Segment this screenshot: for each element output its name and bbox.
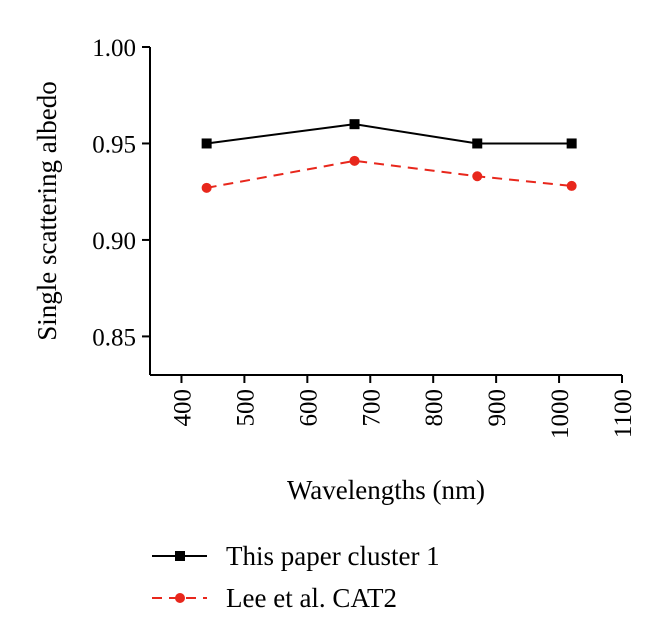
legend-label-cluster1: This paper cluster 1 bbox=[226, 541, 440, 571]
plot-series bbox=[201, 119, 577, 193]
legend-item-cat2: Lee et al. CAT2 bbox=[152, 583, 397, 613]
y-axis-title: Single scattering albedo bbox=[32, 81, 62, 340]
legend-swatch-cluster1-marker bbox=[175, 551, 185, 561]
legend-swatch-cat2-marker bbox=[175, 593, 185, 603]
x-tick-label: 600 bbox=[295, 389, 322, 427]
x-tick-label: 400 bbox=[169, 389, 196, 427]
series-0-point bbox=[566, 138, 577, 149]
y-tick-label: 0.85 bbox=[92, 324, 136, 351]
x-tick-label: 1100 bbox=[610, 389, 637, 438]
series-1-line bbox=[206, 159, 572, 189]
series-1-point bbox=[349, 155, 360, 166]
x-tick-label: 1000 bbox=[547, 389, 574, 439]
x-tick-label: 900 bbox=[484, 389, 511, 427]
y-tick-label: 0.95 bbox=[92, 131, 136, 158]
y-tick-label: 1.00 bbox=[92, 35, 136, 62]
series-1-point bbox=[472, 171, 483, 182]
legend: This paper cluster 1 Lee et al. CAT2 bbox=[152, 541, 440, 613]
x-ticks: 400 500 600 700 800 900 1000 1100 bbox=[169, 375, 637, 439]
axes bbox=[149, 47, 622, 376]
y-tick-label: 0.90 bbox=[92, 228, 136, 255]
legend-item-cluster1: This paper cluster 1 bbox=[152, 541, 440, 571]
series-1-point bbox=[201, 182, 212, 193]
x-tick-label: 500 bbox=[232, 389, 259, 427]
series-0-point bbox=[472, 138, 483, 149]
legend-label-cat2: Lee et al. CAT2 bbox=[226, 583, 397, 613]
x-tick-label: 700 bbox=[358, 389, 385, 427]
series-0-point bbox=[201, 138, 212, 149]
series-1-point bbox=[566, 180, 577, 191]
x-tick-label: 800 bbox=[421, 389, 448, 427]
y-ticks: 0.85 0.90 0.95 1.00 bbox=[92, 35, 150, 351]
series-0-point bbox=[349, 119, 360, 130]
x-axis-title: Wavelengths (nm) bbox=[287, 475, 485, 505]
series-0-line bbox=[206, 123, 572, 145]
